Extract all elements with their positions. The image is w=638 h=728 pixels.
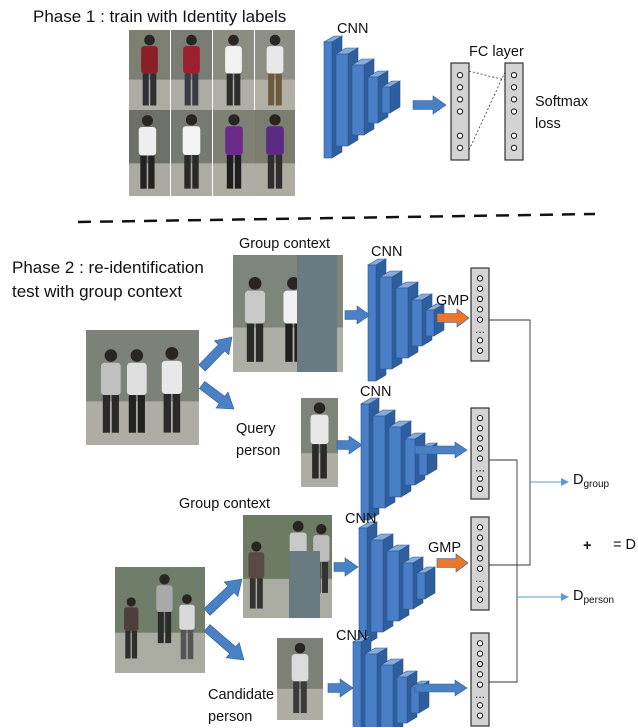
candidate-scene-image [115, 567, 205, 673]
phase1-cnn-label: CNN [337, 21, 368, 37]
softmax-loss-label: Softmax loss [535, 91, 588, 135]
cnn-block-candidate-group [359, 522, 435, 644]
group-feature-connector [489, 320, 530, 565]
cnn-label-candidate-group: CNN [345, 511, 376, 527]
pooled-group-feature-candidate: ... [471, 517, 489, 610]
phase2-title: Phase 2 : re-identification test with gr… [12, 256, 204, 304]
training-image [255, 30, 295, 110]
d-group-label: Dgroup [573, 472, 609, 490]
training-image [129, 30, 170, 110]
training-image [129, 110, 170, 196]
cnn-label-query-person: CNN [360, 384, 391, 400]
group-context-label-candidate: Group context [179, 496, 270, 512]
d-person-label: Dperson [573, 588, 614, 606]
query-person-image [301, 398, 338, 487]
fc-input-vector [451, 63, 469, 160]
cnn-label-candidate-person: CNN [336, 628, 367, 644]
training-image [213, 110, 255, 196]
arrow-to-cnn [345, 306, 370, 324]
plus-sign: + [583, 538, 591, 554]
gmp-label-candidate: GMP [428, 540, 461, 556]
cnn-block-candidate-person [353, 636, 429, 727]
training-image [213, 30, 254, 110]
gmp-arrow [437, 554, 468, 572]
fc-connection [469, 71, 505, 80]
cnn-label-query-group: CNN [371, 244, 402, 260]
candidate-person-image [277, 638, 323, 720]
person-feature-connector [489, 460, 517, 682]
arrow-to-cnn [337, 436, 362, 454]
query-person-label: Query person [236, 418, 280, 462]
training-image [255, 110, 295, 196]
training-image [171, 30, 212, 110]
masked-query-region [297, 255, 337, 372]
phase1-title: Phase 1 : train with Identity labels [33, 7, 286, 27]
phase-divider [78, 214, 595, 222]
masked-candidate-region [289, 551, 320, 618]
svg-text:...: ... [475, 687, 485, 701]
fc-output-vector [505, 63, 523, 160]
cnn-block-query-group [368, 259, 444, 381]
cnn-block-query-person [361, 398, 437, 520]
training-image [171, 110, 212, 196]
arrow-to-cnn [334, 558, 358, 576]
svg-text:...: ... [475, 461, 485, 475]
arrow-to-group-context [195, 330, 239, 375]
gmp-label-query: GMP [436, 293, 469, 309]
fc-connection [469, 72, 505, 150]
person-feature-query: ... [471, 408, 489, 499]
arrow-to-fc-layer [413, 96, 446, 114]
svg-text:...: ... [475, 571, 485, 585]
cnn-block-phase1 [324, 36, 400, 158]
query-scene-image [86, 330, 199, 445]
person-feature-candidate: ... [471, 633, 489, 726]
svg-text:...: ... [475, 322, 485, 336]
group-context-label-query: Group context [239, 236, 330, 252]
pooled-group-feature-query: ... [471, 268, 489, 361]
candidate-person-label: Candidate person [208, 684, 274, 728]
total-distance-label: = D [613, 537, 636, 553]
arrow-to-cnn [328, 679, 353, 697]
fc-layer-label: FC layer [469, 44, 524, 60]
arrow-to-candidate-person [200, 620, 250, 667]
arrow-to-query-person [196, 377, 240, 417]
arrow-to-group-context [200, 572, 249, 620]
